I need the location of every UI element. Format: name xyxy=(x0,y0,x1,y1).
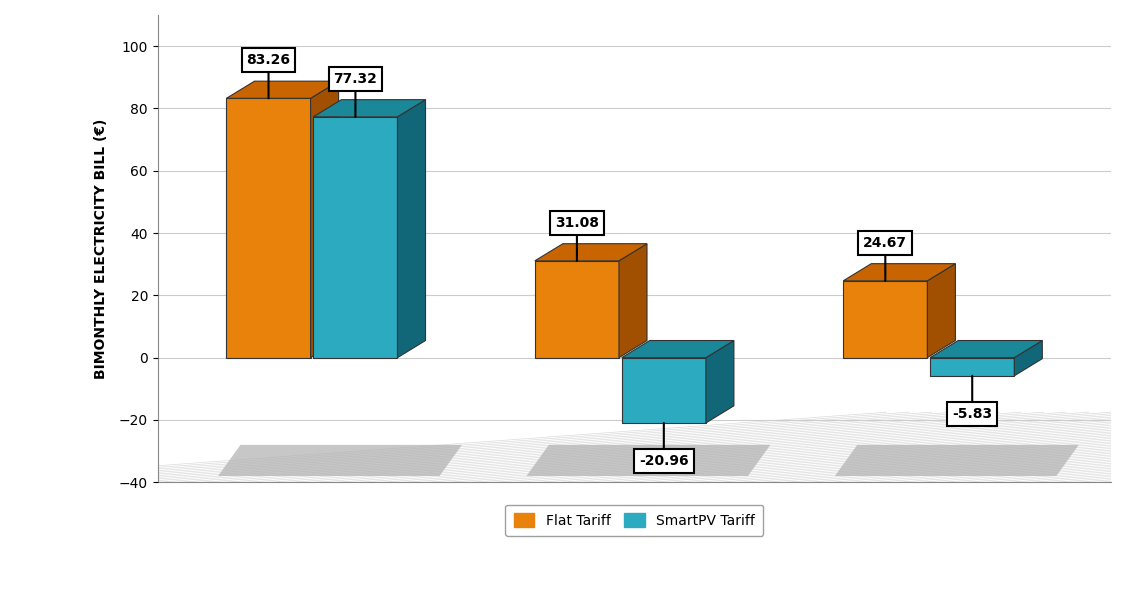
Polygon shape xyxy=(1015,340,1043,376)
Polygon shape xyxy=(226,98,311,358)
Polygon shape xyxy=(622,340,734,358)
Polygon shape xyxy=(706,340,734,423)
Polygon shape xyxy=(313,117,397,358)
Text: 24.67: 24.67 xyxy=(864,236,908,281)
Legend: Flat Tariff, SmartPV Tariff: Flat Tariff, SmartPV Tariff xyxy=(506,505,763,536)
Polygon shape xyxy=(834,445,1079,476)
Polygon shape xyxy=(928,264,955,358)
Polygon shape xyxy=(619,244,647,358)
Text: -20.96: -20.96 xyxy=(640,423,689,468)
Polygon shape xyxy=(311,81,339,358)
Polygon shape xyxy=(843,264,955,281)
Text: -5.83: -5.83 xyxy=(953,376,992,421)
Polygon shape xyxy=(930,340,1043,358)
Polygon shape xyxy=(313,100,426,117)
Polygon shape xyxy=(622,358,706,423)
Polygon shape xyxy=(527,445,770,476)
Polygon shape xyxy=(226,81,339,98)
Polygon shape xyxy=(843,281,928,358)
Text: 31.08: 31.08 xyxy=(555,216,599,261)
Text: 83.26: 83.26 xyxy=(247,53,291,98)
Polygon shape xyxy=(535,261,619,358)
Text: 77.32: 77.32 xyxy=(333,72,377,117)
Polygon shape xyxy=(930,358,1015,376)
Polygon shape xyxy=(397,100,426,358)
Y-axis label: BIMONTHLY ELECTRICITY BILL (€): BIMONTHLY ELECTRICITY BILL (€) xyxy=(93,118,108,379)
Polygon shape xyxy=(535,244,647,261)
Polygon shape xyxy=(218,445,462,476)
